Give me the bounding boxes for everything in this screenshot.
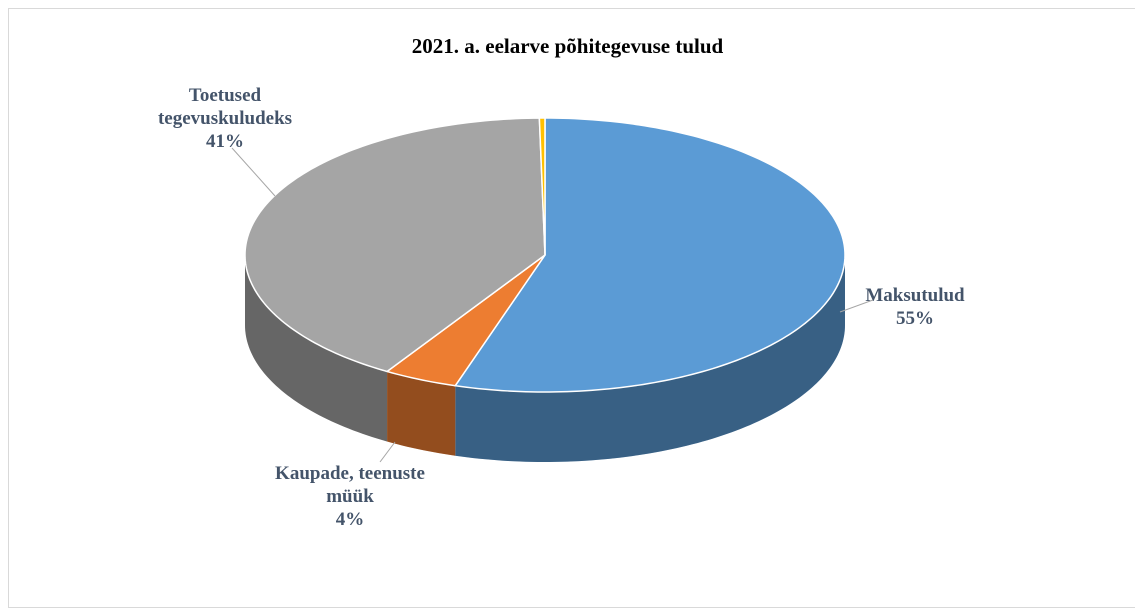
label-category: Toetused tegevuskuludeks	[157, 85, 293, 129]
data-label: Toetused tegevuskuludeks 41%	[140, 84, 310, 153]
slice-side	[387, 371, 456, 456]
slice-side	[455, 255, 845, 462]
label-value: 4%	[335, 509, 365, 530]
leader-line	[379, 441, 396, 463]
leader-line	[839, 299, 874, 313]
label-value: 41%	[206, 131, 244, 152]
slice-side-shade	[387, 371, 456, 456]
leader-line	[231, 147, 276, 197]
label-value: 55%	[896, 308, 934, 329]
slice	[244, 117, 546, 373]
chart-title: 2021. a. eelarve põhitegevuse tulud	[411, 34, 724, 58]
chart	[231, 117, 874, 463]
slice	[385, 254, 546, 387]
label-category: Maksutulud	[865, 285, 965, 306]
data-label: Maksutulud 55%	[850, 284, 980, 330]
slice-side-shade	[245, 255, 388, 442]
slice	[453, 117, 846, 393]
slice-side	[245, 255, 388, 442]
page: 2021. a. eelarve põhitegevuse tulud Maks…	[8, 8, 1135, 608]
label-category: Kaupade, teenuste müük	[275, 463, 425, 507]
slice-side-shade	[455, 255, 845, 462]
data-label: Kaupade, teenuste müük 4%	[265, 462, 435, 531]
slice	[538, 117, 546, 256]
